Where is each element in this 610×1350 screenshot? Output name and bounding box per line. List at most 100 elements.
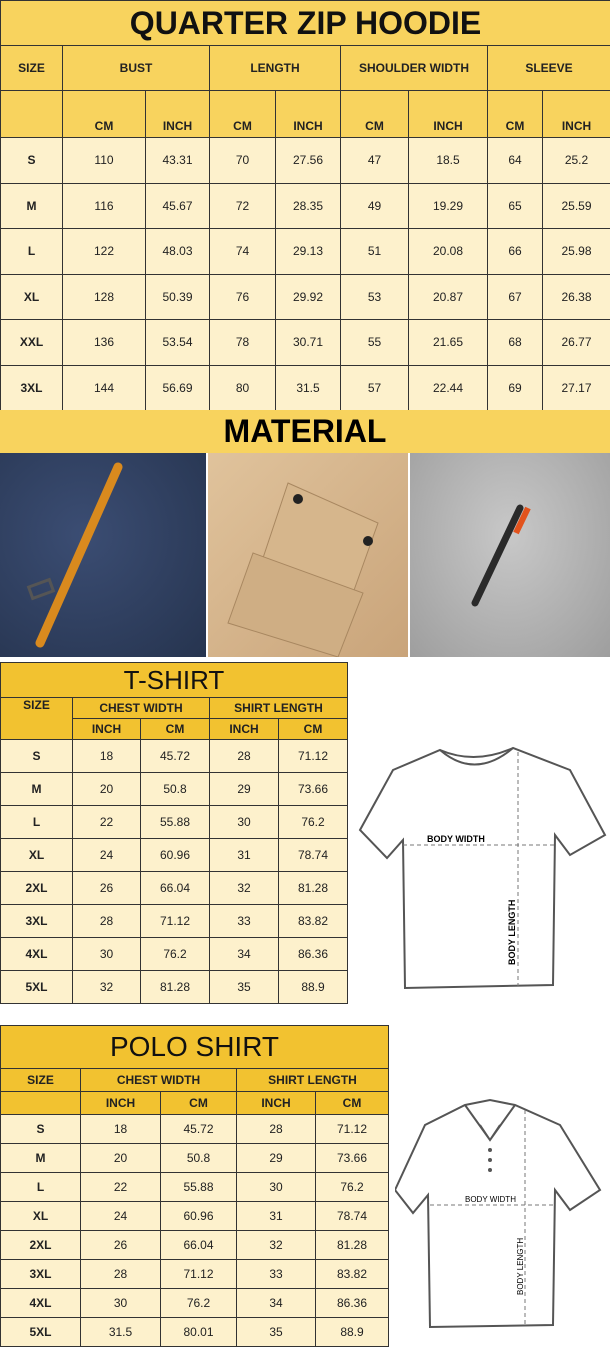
value-cell: 55 xyxy=(340,319,409,366)
zip-pocket-icon xyxy=(471,504,531,607)
value-cell: 55.88 xyxy=(160,1172,237,1202)
khaki-pocket-photo xyxy=(208,453,408,658)
value-cell: 18.5 xyxy=(408,137,488,184)
value-cell: 70 xyxy=(209,137,276,184)
value-cell: 71.12 xyxy=(278,739,348,773)
value-cell: 73.66 xyxy=(278,772,348,806)
value-cell: 69 xyxy=(487,364,543,411)
tshirt-title: T-SHIRT xyxy=(0,662,348,698)
value-cell: 78.74 xyxy=(314,1201,390,1231)
value-cell: 21.65 xyxy=(408,319,488,366)
value-cell: 55.88 xyxy=(140,805,210,839)
size-cell: XXL xyxy=(0,319,63,366)
value-cell: 33 xyxy=(236,1259,316,1289)
size-cell: S xyxy=(0,1114,81,1144)
value-cell: 86.36 xyxy=(278,937,348,971)
shirt-length-header: SHIRT LENGTH xyxy=(235,1068,390,1092)
value-cell: 29.13 xyxy=(275,228,341,275)
table-row: L 122 48.03 74 29.13 51 20.08 66 25.98 xyxy=(0,228,610,275)
value-cell: 25.59 xyxy=(541,182,610,229)
value-cell: 26 xyxy=(80,1230,161,1260)
polo-size-table: POLO SHIRT SIZE CHEST WIDTH SHIRT LENGTH… xyxy=(0,1025,390,1347)
value-cell: 22 xyxy=(72,805,141,839)
value-cell: 43.31 xyxy=(145,137,210,184)
value-cell: 68 xyxy=(487,319,543,366)
size-cell: M xyxy=(0,1143,81,1173)
unit-header: INCH xyxy=(209,718,279,740)
value-cell: 53 xyxy=(340,273,409,320)
value-cell: 22 xyxy=(80,1172,161,1202)
length-header: LENGTH xyxy=(209,45,341,91)
value-cell: 30 xyxy=(236,1172,316,1202)
value-cell: 71.12 xyxy=(160,1259,237,1289)
table-row: 5XL 32 81.28 35 88.9 xyxy=(0,970,348,1004)
unit-header: CM xyxy=(209,90,276,138)
table-row: S 18 45.72 28 71.12 xyxy=(0,1114,390,1144)
value-cell: 50.8 xyxy=(160,1143,237,1173)
polo-title: POLO SHIRT xyxy=(0,1025,390,1069)
value-cell: 86.36 xyxy=(314,1288,390,1318)
value-cell: 136 xyxy=(62,319,146,366)
material-banner: MATERIAL xyxy=(0,410,610,453)
table-row: M 20 50.8 29 73.66 xyxy=(0,1143,390,1173)
value-cell: 78 xyxy=(209,319,276,366)
value-cell: 32 xyxy=(209,871,279,905)
value-cell: 20 xyxy=(80,1143,161,1173)
table-row: S 18 45.72 28 71.12 xyxy=(0,739,348,773)
value-cell: 31 xyxy=(209,838,279,872)
value-cell: 88.9 xyxy=(314,1317,390,1347)
blank-header xyxy=(0,1091,81,1115)
value-cell: 50.8 xyxy=(140,772,210,806)
value-cell: 116 xyxy=(62,182,146,229)
size-cell: L xyxy=(0,228,63,275)
value-cell: 24 xyxy=(72,838,141,872)
value-cell: 48.03 xyxy=(145,228,210,275)
value-cell: 20.87 xyxy=(408,273,488,320)
value-cell: 27.17 xyxy=(541,364,610,411)
table-row: XL 24 60.96 31 78.74 xyxy=(0,1201,390,1231)
value-cell: 35 xyxy=(236,1317,316,1347)
size-cell: 5XL xyxy=(0,1317,81,1347)
value-cell: 28 xyxy=(80,1259,161,1289)
value-cell: 53.54 xyxy=(145,319,210,366)
value-cell: 81.28 xyxy=(140,970,210,1004)
value-cell: 66 xyxy=(487,228,543,275)
hoodie-title: QUARTER ZIP HOODIE xyxy=(0,0,610,46)
sleeve-header: SLEEVE xyxy=(486,45,610,91)
unit-header: INCH xyxy=(80,1091,161,1115)
value-cell: 20 xyxy=(72,772,141,806)
value-cell: 25.98 xyxy=(541,228,610,275)
shoulder-width-header: SHOULDER WIDTH xyxy=(340,45,488,91)
table-row: 2XL 26 66.04 32 81.28 xyxy=(0,871,348,905)
tshirt-diagram: BODY WIDTH BODY LENGTH xyxy=(358,746,607,990)
value-cell: 64 xyxy=(487,137,543,184)
size-cell: 4XL xyxy=(0,1288,81,1318)
value-cell: 34 xyxy=(209,937,279,971)
value-cell: 34 xyxy=(236,1288,316,1318)
body-length-label: BODY LENGTH xyxy=(516,1238,525,1295)
value-cell: 76.2 xyxy=(140,937,210,971)
unit-header: INCH xyxy=(145,90,210,138)
value-cell: 49 xyxy=(340,182,409,229)
size-header: SIZE xyxy=(0,1068,81,1092)
size-cell: 2XL xyxy=(0,871,73,905)
table-row: L 22 55.88 30 76.2 xyxy=(0,805,348,839)
value-cell: 88.9 xyxy=(278,970,348,1004)
value-cell: 67 xyxy=(487,273,543,320)
value-cell: 71.12 xyxy=(140,904,210,938)
value-cell: 22.44 xyxy=(408,364,488,411)
value-cell: 45.72 xyxy=(160,1114,237,1144)
value-cell: 29.92 xyxy=(275,273,341,320)
size-cell: 3XL xyxy=(0,364,63,411)
table-row: M 20 50.8 29 73.66 xyxy=(0,772,348,806)
size-cell: M xyxy=(0,182,63,229)
value-cell: 30 xyxy=(72,937,141,971)
table-row: 5XL 31.5 80.01 35 88.9 xyxy=(0,1317,390,1347)
value-cell: 56.69 xyxy=(145,364,210,411)
chest-width-header: CHEST WIDTH xyxy=(80,1068,237,1092)
table-row: XXL 136 53.54 78 30.71 55 21.65 68 26.77 xyxy=(0,319,610,366)
value-cell: 24 xyxy=(80,1201,161,1231)
value-cell: 71.12 xyxy=(314,1114,390,1144)
value-cell: 45.67 xyxy=(145,182,210,229)
value-cell: 18 xyxy=(80,1114,161,1144)
